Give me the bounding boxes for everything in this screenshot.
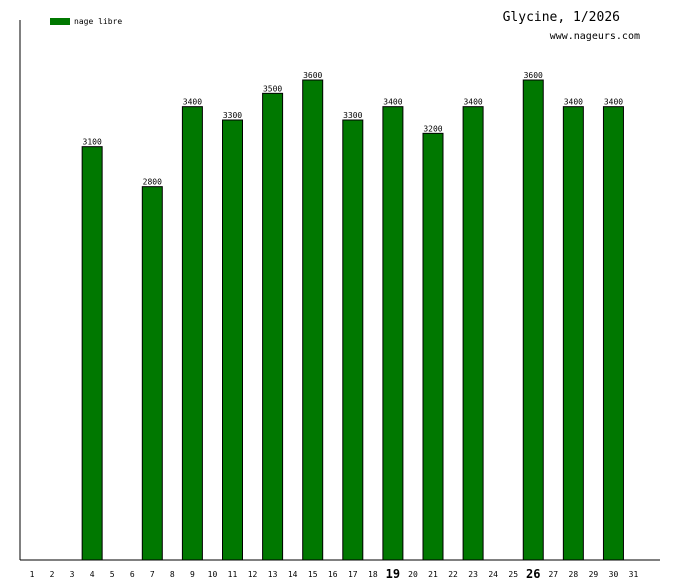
bar	[141, 186, 163, 561]
bar	[522, 79, 544, 561]
bar	[222, 119, 243, 561]
x-tick-label: 17	[348, 570, 358, 579]
bar-value-label: 3600	[303, 71, 322, 80]
x-tick-label: 21	[428, 570, 438, 579]
x-tick-label: 3	[70, 570, 75, 579]
legend-label: nage libre	[74, 17, 123, 26]
x-tick-label: 11	[228, 570, 238, 579]
bar-value-label: 3200	[423, 124, 442, 133]
x-tick-label: 23	[468, 570, 478, 579]
x-tick-label: 7	[150, 570, 155, 579]
site-url: www.nageurs.com	[549, 31, 640, 42]
x-tick-label: 2	[50, 570, 55, 579]
legend: nage libre	[50, 17, 122, 26]
x-tick-label: 4	[90, 570, 95, 579]
bar-value-label: 3300	[343, 111, 362, 120]
bar	[181, 106, 203, 561]
x-tick-label: 5	[110, 570, 115, 579]
bar	[342, 119, 364, 561]
bar-value-label: 3500	[263, 84, 282, 93]
bar	[562, 106, 584, 561]
bar-value-label: 3400	[564, 98, 583, 107]
bar-series: 3100 2800 3400 3300 3500 3600 3300 3400 3200 3400…	[81, 71, 624, 561]
x-tick-label: 30	[609, 570, 619, 579]
x-tick-label: 13	[268, 570, 278, 579]
x-tick-label: 29	[589, 570, 599, 579]
bar	[462, 106, 484, 561]
x-tick-label: 22	[448, 570, 458, 579]
x-tick-label: 9	[190, 570, 195, 579]
x-tick-label: 28	[569, 570, 579, 579]
x-tick-label: 6	[130, 570, 135, 579]
x-tick-label: 20	[408, 570, 418, 579]
x-tick-label: 24	[488, 570, 498, 579]
x-tick-label: 26	[526, 567, 540, 580]
bar-value-label: 3100	[83, 138, 102, 147]
x-tick-label: 19	[386, 567, 400, 580]
bar	[602, 106, 624, 561]
chart-title: Glycine, 1/2026	[502, 10, 620, 25]
legend-swatch	[50, 18, 70, 25]
x-tick-label: 25	[508, 570, 518, 579]
x-tick-label: 14	[288, 570, 298, 579]
bar	[81, 146, 103, 561]
x-tick-label: 10	[208, 570, 218, 579]
bar	[382, 106, 404, 561]
bar-value-label: 3400	[183, 98, 202, 107]
x-tick-label: 31	[629, 570, 639, 579]
x-tick-labels: 1 2 3 4 5 6 7 8 9 10 11 12 13 14 15 16 17 18 19 20 21 22 23 24 2…	[30, 567, 639, 580]
x-tick-label: 15	[308, 570, 318, 579]
x-tick-label: 27	[548, 570, 558, 579]
bar	[262, 92, 284, 561]
x-tick-label: 12	[248, 570, 258, 579]
bar-value-label: 3400	[604, 98, 623, 107]
bar-value-label: 3400	[463, 98, 482, 107]
bar	[422, 132, 444, 561]
bar-value-label: 3300	[223, 111, 242, 120]
x-tick-label: 1	[30, 570, 35, 579]
bar-value-label: 3400	[383, 98, 402, 107]
bar	[302, 79, 324, 561]
x-tick-label: 18	[368, 570, 378, 579]
bar-value-label: 3600	[524, 71, 543, 80]
x-tick-label: 16	[328, 570, 338, 579]
bar-value-label: 2800	[143, 178, 162, 187]
x-tick-label: 8	[170, 570, 175, 579]
